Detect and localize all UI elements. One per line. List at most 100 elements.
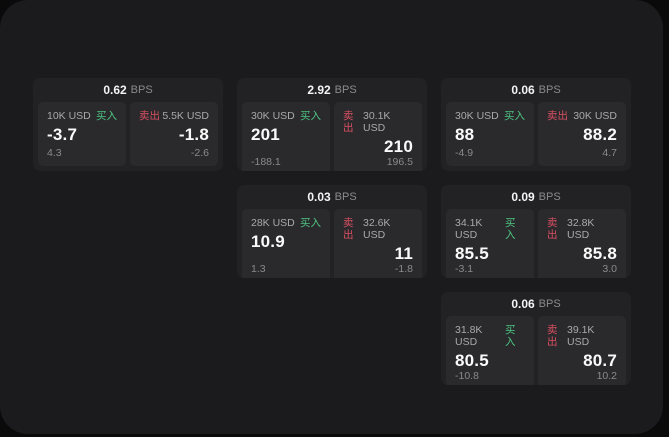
buy-delta: -4.9 (455, 147, 474, 159)
sell-panel[interactable]: 卖出 30.1K USD 210 196.5 (334, 102, 422, 171)
bps-value: 0.62 (103, 83, 127, 97)
buy-price: 88 (455, 125, 475, 144)
sell-panel[interactable]: 卖出 5.5K USD -1.8 -2.6 (130, 102, 218, 166)
buy-panel[interactable]: 34.1K USD 买入 85.5 -3.1 (446, 209, 534, 278)
sell-side-label: 卖出 (547, 324, 558, 348)
card-body: 34.1K USD 买入 85.5 -3.1 卖出 32.8K USD 85.8… (441, 209, 631, 278)
sell-amount: 5.5K USD (162, 110, 209, 122)
buy-top-row: 30K USD 买入 (251, 110, 321, 122)
sell-top-row: 卖出 5.5K USD (139, 110, 209, 122)
buy-amount: 10K USD (47, 110, 91, 122)
sell-panel[interactable]: 卖出 30K USD 88.2 4.7 (538, 102, 626, 166)
sell-amount: 39.1K USD (566, 324, 595, 348)
buy-side-label: 买入 (505, 217, 516, 241)
sell-top-row: 卖出 32.8K USD (547, 217, 617, 241)
buy-top-row: 30K USD 买入 (455, 110, 525, 122)
card-header: 0.06 BPS (441, 78, 631, 102)
bps-unit-label: BPS (334, 84, 357, 96)
buy-amount: 30K USD (455, 110, 499, 122)
sell-delta: 4.7 (602, 147, 617, 159)
buy-side-label: 买入 (505, 324, 516, 348)
sell-price: 85.8 (583, 244, 617, 263)
sell-amount: 30K USD (573, 110, 617, 122)
card-body: 30K USD 买入 88 -4.9 卖出 30K USD 88.2 4.7 (441, 102, 631, 171)
bps-unit-label: BPS (538, 84, 561, 96)
buy-side-label: 买入 (300, 110, 321, 122)
buy-top-row: 10K USD 买入 (47, 110, 117, 122)
sell-side-label: 卖出 (547, 110, 568, 122)
buy-amount: 31.8K USD (455, 324, 483, 348)
bps-value: 0.09 (511, 190, 535, 204)
bps-unit-label: BPS (538, 191, 561, 203)
cards-grid: 0.62 BPS 10K USD 买入 -3.7 4.3 卖出 5.5K USD… (33, 78, 631, 385)
buy-side-label: 买入 (300, 217, 321, 229)
sell-top-row: 卖出 32.6K USD (343, 217, 413, 241)
bps-value: 2.92 (307, 83, 331, 97)
buy-amount: 30K USD (251, 110, 295, 122)
sell-top-row: 卖出 30K USD (547, 110, 617, 122)
card-header: 0.03 BPS (237, 185, 427, 209)
sell-amount: 30.1K USD (362, 110, 391, 134)
buy-side-label: 买入 (96, 110, 117, 122)
sell-side-label: 卖出 (139, 110, 160, 122)
bps-unit-label: BPS (538, 298, 561, 310)
quote-card: 0.09 BPS 34.1K USD 买入 85.5 -3.1 卖出 32.8K… (441, 185, 631, 278)
buy-panel[interactable]: 30K USD 买入 201 -188.1 (242, 102, 330, 171)
buy-panel[interactable]: 28K USD 买入 10.9 1.3 (242, 209, 330, 278)
quote-card: 0.62 BPS 10K USD 买入 -3.7 4.3 卖出 5.5K USD… (33, 78, 223, 171)
sell-amount: 32.6K USD (362, 217, 391, 241)
sell-delta: -2.6 (190, 147, 209, 159)
sell-top-row: 卖出 30.1K USD (343, 110, 413, 134)
sell-price: 80.7 (583, 351, 617, 370)
buy-top-row: 31.8K USD 买入 (455, 324, 525, 348)
sell-price: 210 (384, 137, 413, 156)
sell-price: -1.8 (178, 125, 209, 144)
buy-delta: 4.3 (47, 147, 62, 159)
buy-side-label: 买入 (504, 110, 525, 122)
card-body: 30K USD 买入 201 -188.1 卖出 30.1K USD 210 1… (237, 102, 427, 171)
buy-panel[interactable]: 10K USD 买入 -3.7 4.3 (38, 102, 126, 166)
bps-value: 0.06 (511, 83, 535, 97)
buy-amount: 34.1K USD (455, 217, 483, 241)
sell-delta: 10.2 (596, 370, 617, 382)
quote-card: 0.06 BPS 31.8K USD 买入 80.5 -10.8 卖出 39.1… (441, 292, 631, 385)
buy-delta: -10.8 (455, 370, 479, 382)
quote-card: 0.06 BPS 30K USD 买入 88 -4.9 卖出 30K USD 8… (441, 78, 631, 171)
sell-delta: -1.8 (394, 263, 413, 275)
buy-price: 80.5 (455, 351, 489, 370)
card-header: 0.09 BPS (441, 185, 631, 209)
buy-top-row: 28K USD 买入 (251, 217, 321, 229)
buy-price: -3.7 (47, 125, 78, 144)
buy-price: 85.5 (455, 244, 489, 263)
sell-side-label: 卖出 (343, 217, 354, 241)
card-header: 0.06 BPS (441, 292, 631, 316)
sell-panel[interactable]: 卖出 32.8K USD 85.8 3.0 (538, 209, 626, 278)
buy-price: 201 (251, 125, 280, 144)
buy-delta: -188.1 (251, 156, 281, 168)
sell-side-label: 卖出 (343, 110, 354, 134)
buy-panel[interactable]: 31.8K USD 买入 80.5 -10.8 (446, 316, 534, 385)
bps-value: 0.03 (307, 190, 331, 204)
sell-side-label: 卖出 (547, 217, 558, 241)
buy-price: 10.9 (251, 232, 285, 251)
sell-price: 88.2 (583, 125, 617, 144)
sell-panel[interactable]: 卖出 39.1K USD 80.7 10.2 (538, 316, 626, 385)
buy-panel[interactable]: 30K USD 买入 88 -4.9 (446, 102, 534, 166)
card-header: 2.92 BPS (237, 78, 427, 102)
bps-value: 0.06 (511, 297, 535, 311)
buy-amount: 28K USD (251, 217, 295, 229)
card-body: 28K USD 买入 10.9 1.3 卖出 32.6K USD 11 -1.8 (237, 209, 427, 278)
card-header: 0.62 BPS (33, 78, 223, 102)
sell-top-row: 卖出 39.1K USD (547, 324, 617, 348)
sell-panel[interactable]: 卖出 32.6K USD 11 -1.8 (334, 209, 422, 278)
quote-card: 0.03 BPS 28K USD 买入 10.9 1.3 卖出 32.6K US… (237, 185, 427, 278)
buy-top-row: 34.1K USD 买入 (455, 217, 525, 241)
bps-unit-label: BPS (334, 191, 357, 203)
bps-unit-label: BPS (130, 84, 153, 96)
sell-amount: 32.8K USD (566, 217, 595, 241)
buy-delta: 1.3 (251, 263, 266, 275)
buy-delta: -3.1 (455, 263, 474, 275)
card-body: 10K USD 买入 -3.7 4.3 卖出 5.5K USD -1.8 -2.… (33, 102, 223, 171)
sell-price: 11 (394, 244, 413, 263)
